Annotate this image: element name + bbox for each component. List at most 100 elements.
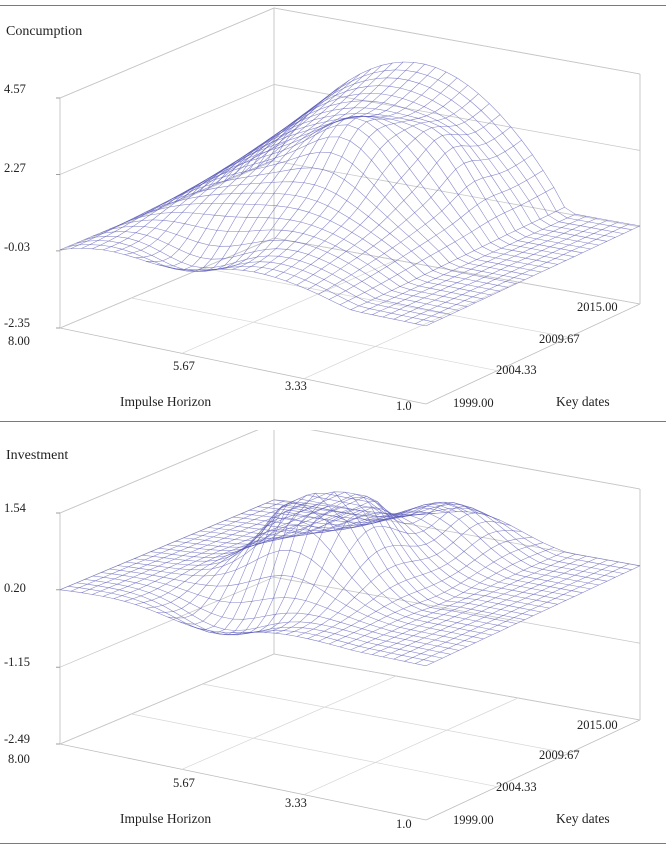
surface-mesh-line [425,217,434,225]
surface-mesh-line [173,574,183,580]
surface-mesh-line [413,101,425,107]
surface-mesh-line [370,620,379,625]
surface-mesh-line [224,176,233,181]
surface-mesh-line [406,146,419,160]
surface-mesh-line [313,624,322,630]
surface-mesh-line [274,517,286,531]
surface-mesh-line [556,207,565,212]
surface-mesh-line [146,261,157,265]
surface-mesh-line [260,173,270,184]
surface-mesh-line [346,83,355,92]
surface-mesh-line [308,101,320,112]
surface-mesh-line [268,137,280,151]
surface-mesh-line [297,524,309,530]
surface-mesh-line [351,625,363,629]
surface-mesh-line [146,606,155,609]
surface-mesh-line [155,560,167,563]
surface-mesh-line [481,271,493,274]
surface-mesh-line [158,206,169,210]
surface-mesh-line [434,635,444,641]
surface-mesh-line [203,213,215,216]
surface-mesh-line [466,134,479,147]
surface-mesh-line [206,183,216,191]
surface-mesh-line [332,87,344,95]
surface-mesh-line [190,196,199,205]
surface-mesh-line [239,157,249,165]
surface-mesh-line [303,167,313,183]
surface-mesh-line [421,627,430,633]
surface-mesh-line [341,512,352,515]
surface-mesh-line [255,539,264,543]
surface-mesh-line [114,226,123,233]
surface-mesh-line [138,585,147,590]
surface-mesh-line [296,130,308,134]
surface-mesh-line [164,612,177,619]
y-tick-label: 2004.33 [496,780,537,794]
surface-mesh-line [428,557,440,569]
surface-mesh-line [382,312,392,318]
surface-mesh-line [351,93,360,102]
surface-mesh-line [212,550,221,555]
surface-mesh-line [97,240,109,242]
surface-mesh-line [582,567,592,572]
surface-mesh-line [265,193,275,206]
surface-mesh-line [262,576,272,600]
surface-mesh-line [373,598,385,607]
surface-mesh-line [480,538,492,549]
surface-mesh-line [408,282,420,287]
surface-mesh-line [321,220,331,230]
surface-mesh-line [308,525,320,528]
surface-mesh-line [572,565,581,570]
surface-mesh-line [233,193,242,204]
surface-mesh-line [280,263,292,267]
surface-mesh-line [473,271,482,276]
surface-mesh-line [310,264,322,270]
surface-mesh-line [324,578,334,593]
surface-mesh-line [413,610,423,614]
surface-mesh-line [541,590,553,593]
surface-mesh-line [380,116,392,120]
surface-mesh-line [502,132,514,147]
surface-mesh-line [485,138,495,144]
surface-mesh-line [515,537,525,540]
surface-mesh-line [209,193,221,196]
surface-mesh-line [435,512,447,514]
surface-mesh-line [382,118,394,124]
surface-mesh-line [270,550,280,577]
surface-mesh-line [397,226,410,237]
surface-mesh-line [433,217,445,230]
surface-mesh-line [356,611,368,617]
surface-mesh-line [415,138,427,150]
surface-mesh-line [235,156,247,168]
surface-mesh-line [95,236,107,238]
surface-mesh-line [165,611,174,613]
surface-mesh-line [265,248,276,250]
surface-mesh-line [377,644,389,648]
surface-mesh-line [70,590,82,593]
surface-mesh-line [470,265,480,270]
surface-mesh-line [517,576,527,581]
surface-mesh-line [501,244,510,249]
surface-mesh-line [218,546,230,548]
surface-mesh-line [181,608,193,616]
surface-mesh-line [454,592,464,598]
surface-mesh-line [337,117,349,120]
surface-mesh-line [205,625,215,630]
surface-mesh-line [249,506,258,511]
surface-mesh-line [463,544,473,552]
surface-mesh-line [192,575,204,577]
surface-mesh-line [416,619,428,623]
surface-mesh-line [466,559,475,567]
surface-mesh-line [438,246,448,252]
surface-mesh-line [213,168,225,176]
surface-mesh-line [316,591,325,605]
surface-mesh-line [315,279,325,285]
surface-mesh-line [424,270,434,275]
surface-mesh-line [189,594,199,604]
surface-mesh-line [409,159,419,169]
surface-mesh-line [402,629,411,634]
surface-mesh-line [365,526,375,532]
surface-mesh-line [424,502,435,506]
surface-mesh-line [455,557,467,567]
consumption-surface-plot [56,7,641,405]
